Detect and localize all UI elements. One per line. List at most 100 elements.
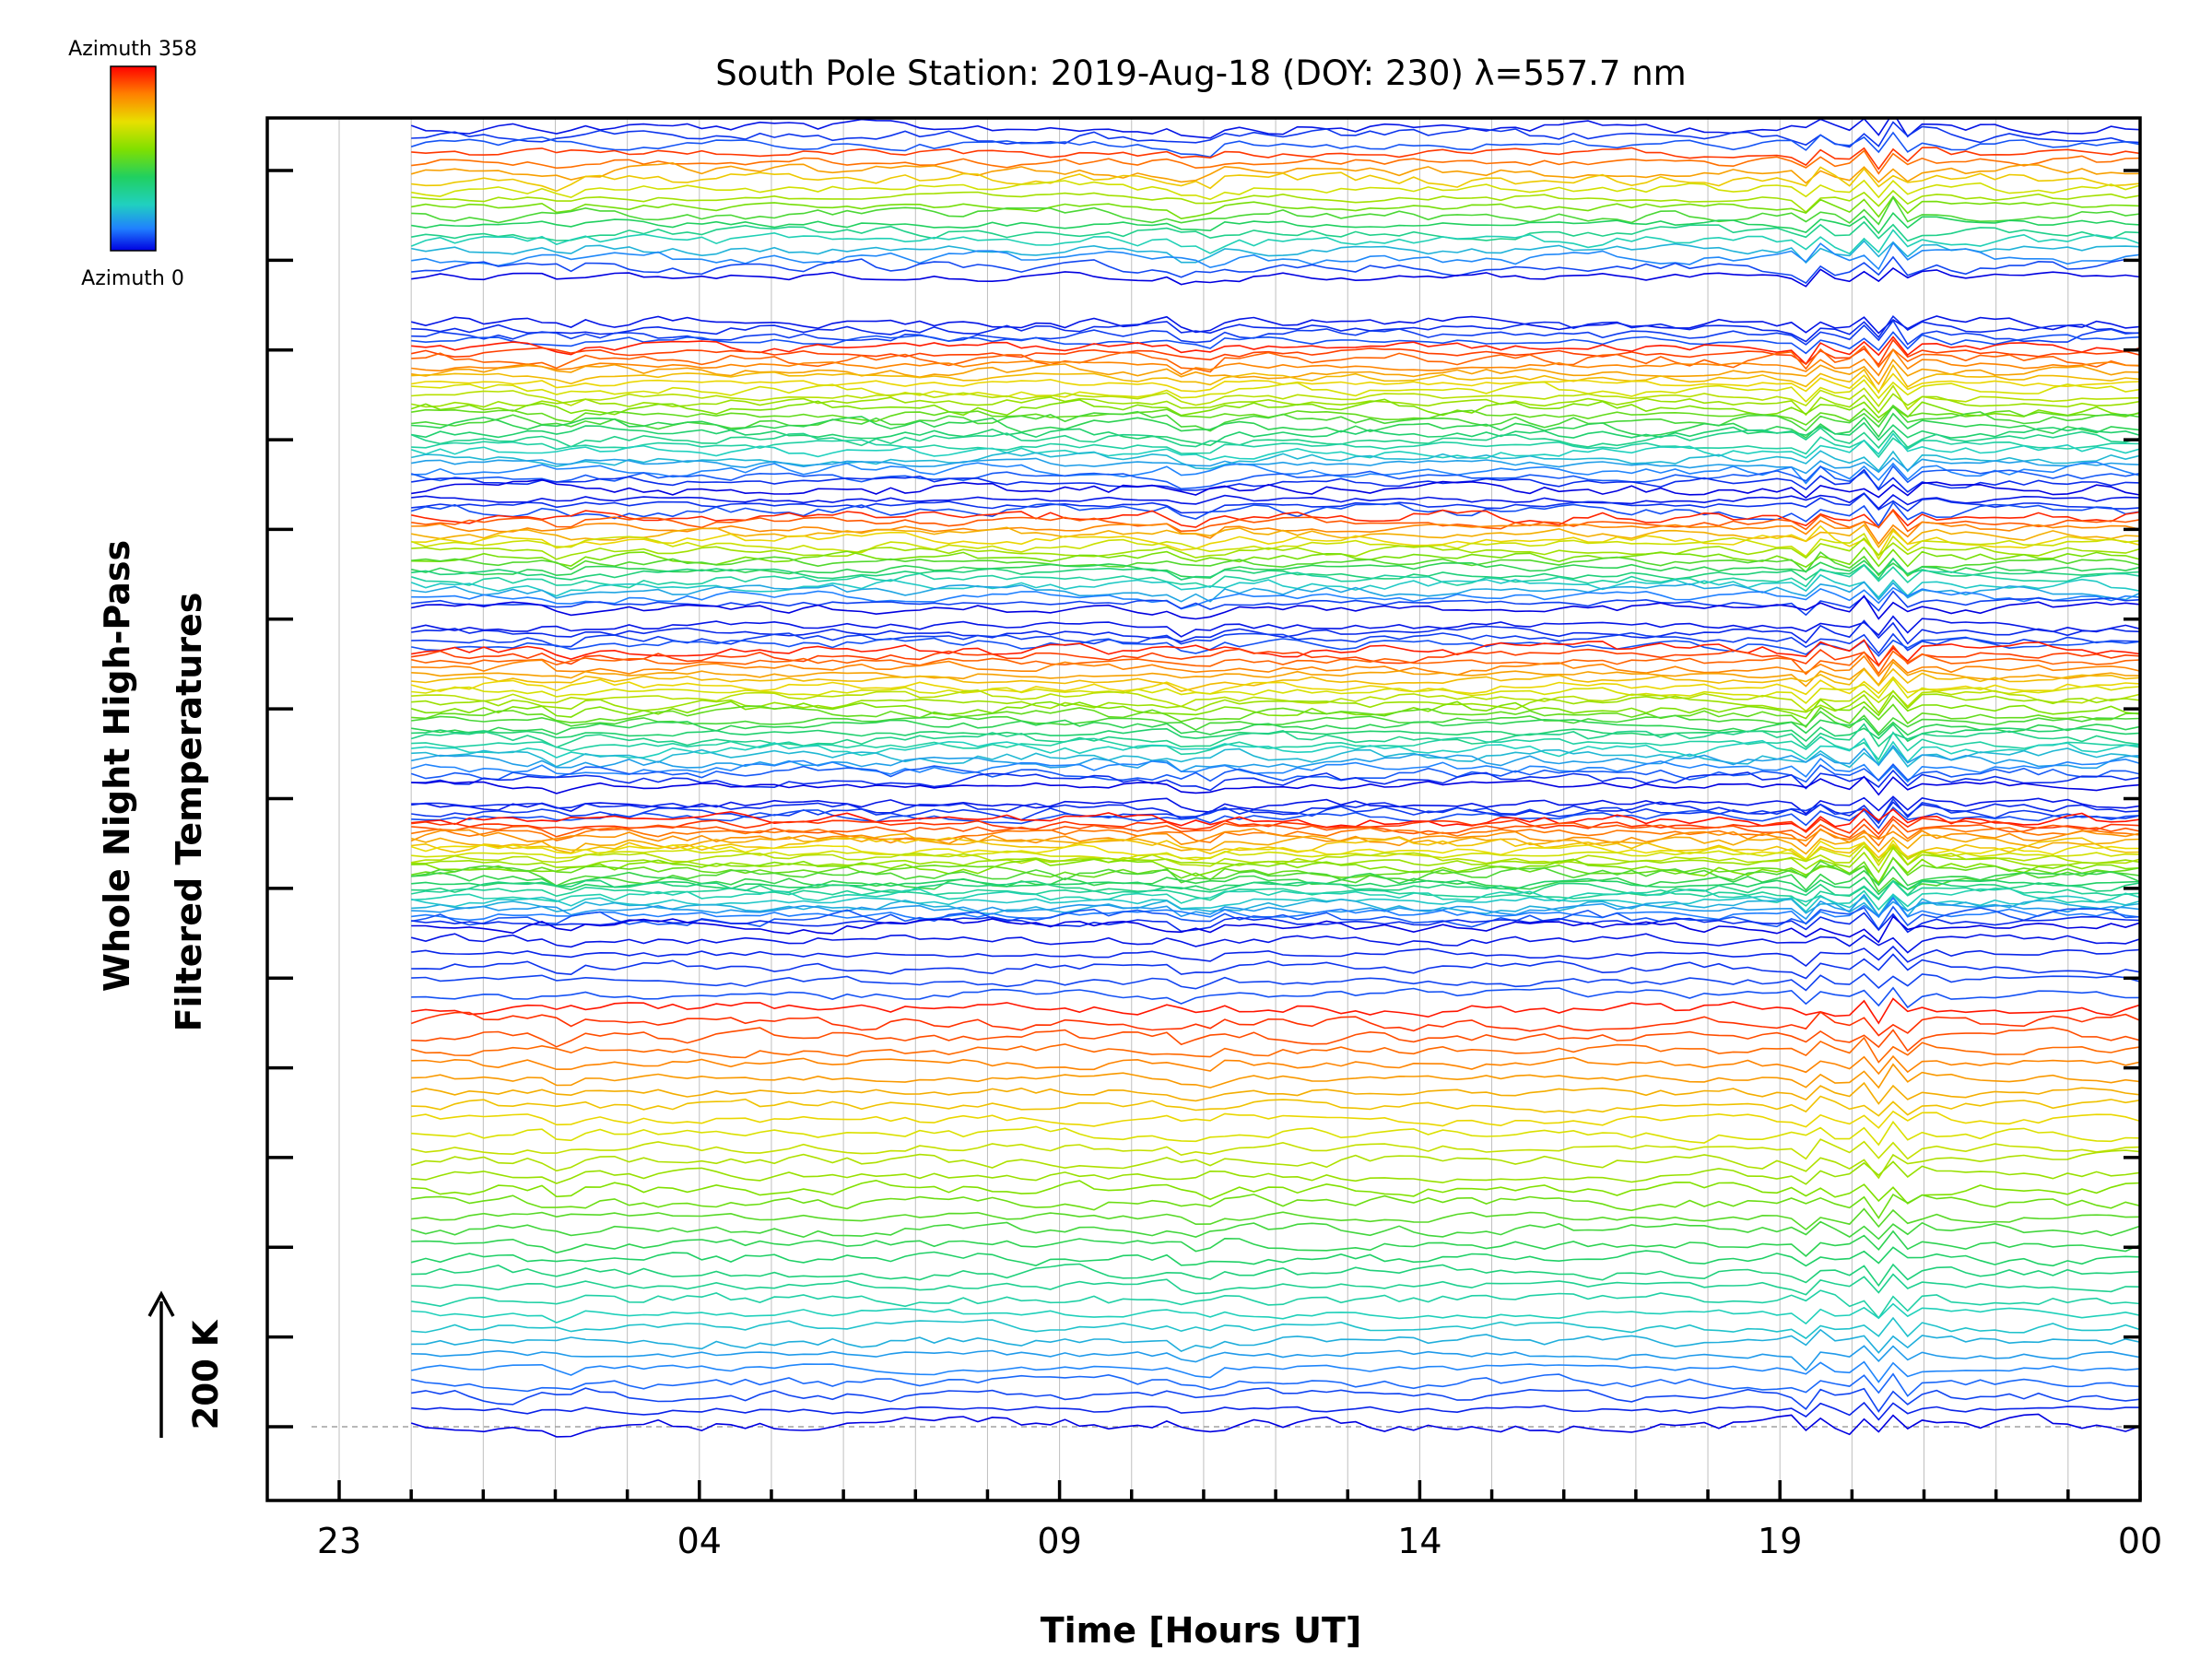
azimuth-trace	[411, 594, 2140, 620]
azimuth-trace	[411, 1273, 2140, 1296]
azimuth-trace	[411, 359, 2140, 386]
azimuth-trace	[411, 166, 2140, 193]
azimuth-trace	[411, 581, 2140, 603]
x-tick-labels: 23 04 09 14 19 00	[317, 1521, 2162, 1561]
azimuth-trace	[411, 1328, 2140, 1354]
ticks	[267, 169, 2142, 1500]
azimuth-trace	[411, 345, 2140, 373]
azimuth-trace	[411, 241, 2140, 271]
azimuth-trace	[411, 558, 2140, 581]
azimuth-trace	[411, 1120, 2140, 1147]
azimuth-trace	[411, 650, 2140, 676]
azimuth-trace	[411, 1027, 2140, 1053]
azimuth-trace	[410, 501, 2140, 528]
azimuth-trace	[411, 1179, 2140, 1205]
azimuth-trace	[411, 737, 2140, 765]
azimuth-trace	[411, 1194, 2140, 1219]
azimuth-trace	[411, 550, 2140, 577]
azimuth-trace	[411, 688, 2140, 712]
azimuth-trace	[411, 945, 2140, 968]
azimuth-trace	[411, 1289, 2140, 1320]
azimuth-trace	[411, 1207, 2140, 1231]
azimuth-trace	[411, 1387, 2140, 1413]
azimuth-trace	[411, 590, 2140, 617]
azimuth-trace	[411, 1401, 2140, 1421]
azimuth-trace	[411, 860, 2140, 893]
azimuth-trace	[411, 879, 2140, 907]
azimuth-trace	[411, 644, 2140, 667]
azimuth-trace	[410, 161, 2140, 184]
azimuth-trace	[411, 888, 2140, 912]
y-axis-label-line1: Whole Night High-Pass	[97, 540, 137, 992]
azimuth-trace	[411, 456, 2140, 475]
azimuth-trace	[410, 131, 2140, 159]
azimuth-trace	[411, 461, 2140, 485]
azimuth-trace	[411, 915, 2140, 944]
azimuth-trace	[411, 405, 2140, 432]
azimuth-trace	[410, 758, 2140, 783]
azimuth-trace	[411, 319, 2140, 346]
azimuth-trace	[411, 806, 2140, 830]
x-tick-label: 04	[677, 1521, 722, 1561]
azimuth-trace	[411, 1110, 2140, 1129]
azimuth-trace	[411, 1302, 2140, 1325]
azimuth-trace	[411, 255, 2140, 285]
azimuth-trace	[411, 986, 2140, 1009]
azimuth-trace	[411, 478, 2140, 500]
grid	[338, 118, 2141, 1500]
azimuth-trace	[410, 118, 2140, 139]
azimuth-trace	[411, 524, 2140, 557]
azimuth-trace	[410, 839, 2140, 864]
azimuth-trace	[411, 744, 2140, 773]
azimuth-trace	[411, 703, 2140, 729]
azimuth-trace	[411, 586, 2140, 610]
azimuth-trace	[411, 335, 2140, 366]
azimuth-trace	[411, 807, 2140, 832]
scale-arrow	[147, 1290, 175, 1438]
azimuth-trace	[411, 1230, 2140, 1257]
colorbar	[110, 65, 157, 252]
azimuth-trace	[411, 220, 2140, 242]
azimuth-trace	[411, 893, 2140, 921]
azimuth-trace	[411, 972, 2140, 992]
azimuth-trace	[411, 195, 2140, 226]
azimuth-trace	[411, 856, 2140, 887]
azimuth-trace	[411, 436, 2140, 459]
azimuth-trace	[411, 846, 2140, 874]
azimuth-trace	[411, 667, 2140, 692]
azimuth-trace	[411, 1372, 2140, 1397]
azimuth-trace	[410, 694, 2140, 720]
azimuth-trace	[411, 818, 2140, 840]
azimuth-trace	[410, 676, 2140, 696]
azimuth-trace	[411, 314, 2140, 343]
azimuth-trace	[410, 1220, 2140, 1241]
azimuth-trace	[410, 573, 2140, 599]
azimuth-trace	[411, 266, 2140, 288]
azimuth-trace	[410, 432, 2140, 461]
x-tick-label: 19	[1758, 1521, 1802, 1561]
azimuth-trace	[411, 815, 2140, 835]
azimuth-trace	[411, 1345, 2140, 1371]
azimuth-trace	[411, 865, 2140, 891]
azimuth-trace	[411, 195, 2140, 220]
azimuth-trace	[411, 631, 2140, 655]
azimuth-trace	[411, 1138, 2140, 1160]
azimuth-trace	[411, 211, 2140, 235]
azimuth-trace	[410, 229, 2140, 255]
azimuth-trace	[411, 1063, 2140, 1089]
azimuth-trace	[411, 1160, 2140, 1185]
azimuth-trace	[411, 912, 2140, 934]
azimuth-trace	[411, 492, 2140, 514]
azimuth-trace	[411, 801, 2140, 823]
azimuth-trace	[411, 492, 2140, 510]
x-tick-label: 23	[317, 1521, 361, 1561]
azimuth-trace	[411, 147, 2140, 171]
y-axis-label-line2: Filtered Temperatures	[169, 593, 209, 1032]
azimuth-trace	[410, 832, 2140, 855]
azimuth-trace	[411, 421, 2140, 447]
azimuth-trace	[411, 615, 2140, 638]
azimuth-trace	[411, 877, 2140, 896]
azimuth-trace	[411, 149, 2140, 175]
azimuth-trace	[411, 677, 2140, 704]
